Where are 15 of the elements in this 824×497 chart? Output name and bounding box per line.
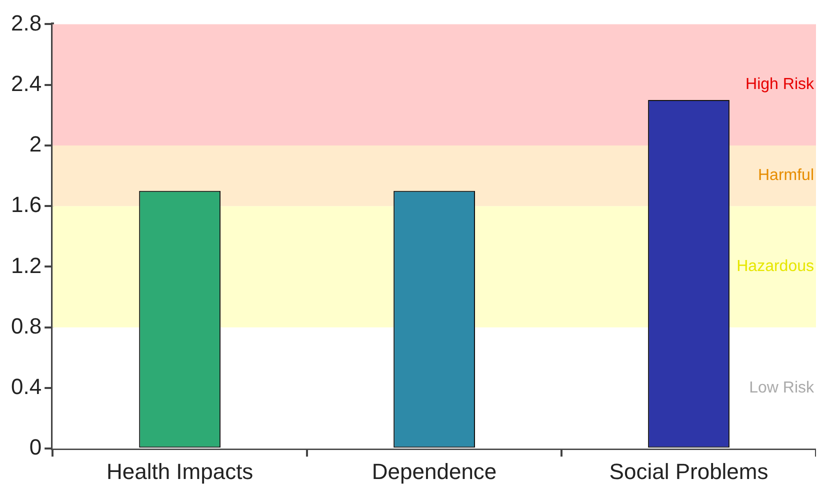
y-tick-label: 1.2 [10, 252, 42, 278]
x-tick-label: Social Problems [609, 458, 768, 484]
band-label: Harmful [758, 167, 814, 184]
y-tick-label: 0.8 [10, 313, 42, 338]
y-tick-label: 0 [29, 434, 42, 460]
x-tick-label: Dependence [372, 458, 497, 484]
x-tick-label: Health Impacts [106, 458, 254, 484]
y-tick-label: 2 [29, 132, 42, 157]
band-label: High Risk [746, 76, 815, 94]
y-tick-label: 0.4 [10, 374, 42, 400]
y-tick-label: 2.8 [10, 10, 42, 36]
y-tick-label: 2.4 [10, 70, 42, 96]
band-label: Hazardous [736, 258, 814, 276]
band-label: Low Risk [749, 379, 815, 396]
y-tick-label: 1.6 [10, 192, 42, 218]
